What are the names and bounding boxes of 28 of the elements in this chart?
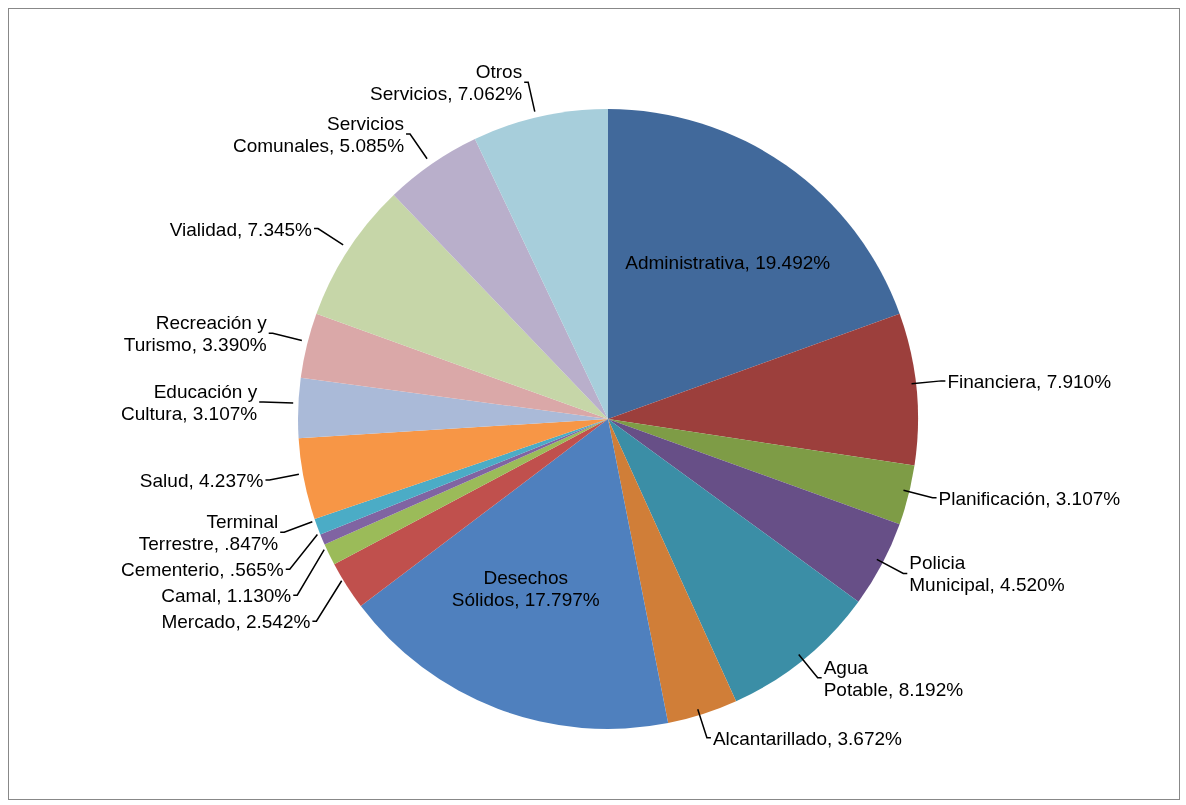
slice-label: Mercado, 2.542% xyxy=(161,610,311,632)
slice-label: Camal, 1.130% xyxy=(161,584,292,606)
pie-slice xyxy=(300,313,608,419)
slice-label: Salud, 4.237% xyxy=(139,469,264,491)
slice-label: Desechos Sólidos, 17.797% xyxy=(451,566,600,610)
slice-label: Alcantarillado, 3.672% xyxy=(712,727,903,749)
pie-slice xyxy=(316,194,608,419)
slice-label: Policia Municipal, 4.520% xyxy=(909,551,1065,595)
pie-slice xyxy=(474,109,608,419)
pie-slice xyxy=(334,419,608,607)
slice-label: Vialidad, 7.345% xyxy=(169,218,313,240)
pie-slice xyxy=(608,419,737,724)
slice-label: Servicios Comunales, 5.085% xyxy=(232,112,405,156)
pie-slice xyxy=(608,419,915,525)
slice-label: Recreación y Turismo, 3.390% xyxy=(123,311,268,355)
pie-slice xyxy=(608,419,900,602)
slice-label: Administrativa, 19.492% xyxy=(625,251,831,273)
slice-label: Educación y Cultura, 3.107% xyxy=(120,380,258,424)
slice-label: Agua Potable, 8.192% xyxy=(823,656,964,700)
pie-slice xyxy=(360,419,669,729)
slice-label: Cementerio, .565% xyxy=(121,558,284,580)
pie-slice xyxy=(298,419,608,519)
pie-slice xyxy=(608,313,918,466)
slice-label: Planificación, 3.107% xyxy=(938,487,1121,509)
slice-label: Financiera, 7.910% xyxy=(947,370,1112,392)
slice-label: Otros Servicios, 7.062% xyxy=(370,60,523,104)
pie-slice xyxy=(608,109,900,419)
slice-label: Terminal Terrestre, .847% xyxy=(138,510,279,554)
